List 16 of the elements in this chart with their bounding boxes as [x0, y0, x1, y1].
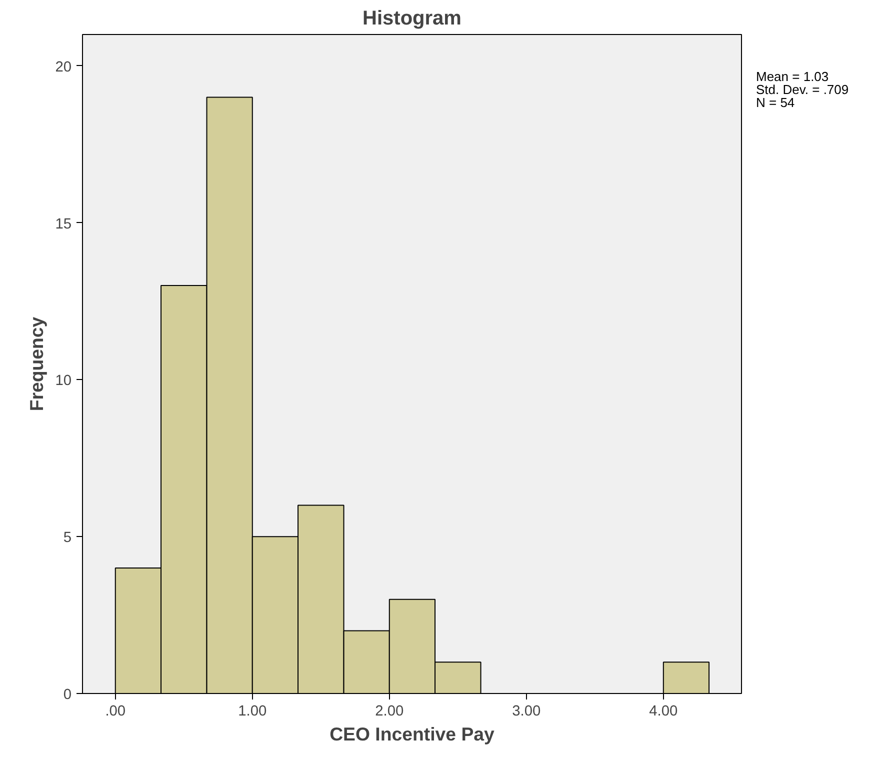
text: Mean = 1.03: [756, 69, 829, 84]
x-tick-label: .00: [105, 704, 126, 720]
y-tick-label: 15: [55, 216, 72, 232]
y-tick-label: 0: [63, 687, 72, 703]
y-axis-title: Frequency: [26, 316, 48, 412]
text: Std. Dev. = .709: [756, 82, 849, 97]
x-tick-label: 1.00: [238, 704, 267, 720]
x-tick-label: 2.00: [375, 704, 404, 720]
y-tick-label: 10: [55, 373, 72, 390]
text: N = 54: [756, 95, 795, 110]
chart-title: Histogram: [362, 8, 462, 30]
x-tick-label: 4.00: [649, 704, 678, 720]
y-tick-label: 5: [63, 530, 72, 546]
x-axis-title: CEO Incentive Pay: [330, 724, 496, 744]
y-tick-label: 20: [55, 59, 72, 76]
x-tick-label: 3.00: [512, 704, 541, 720]
